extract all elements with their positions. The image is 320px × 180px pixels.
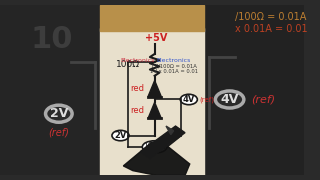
Polygon shape bbox=[166, 126, 174, 135]
Text: 10: 10 bbox=[31, 26, 73, 55]
Ellipse shape bbox=[142, 141, 167, 153]
Text: 1V x 0.01A = 0.01: 1V x 0.01A = 0.01 bbox=[149, 69, 198, 74]
Text: x 0.01A = 0.01: x 0.01A = 0.01 bbox=[235, 24, 308, 34]
Text: +5V: +5V bbox=[145, 33, 168, 42]
Ellipse shape bbox=[180, 94, 197, 105]
Ellipse shape bbox=[215, 91, 244, 108]
Text: 2V: 2V bbox=[50, 107, 68, 120]
Text: 4V: 4V bbox=[220, 93, 239, 106]
Bar bbox=[204, 5, 304, 175]
Text: (ref): (ref) bbox=[252, 94, 276, 104]
Text: Electronics: Electronics bbox=[120, 58, 155, 63]
Text: 100Ω: 100Ω bbox=[116, 60, 140, 69]
Polygon shape bbox=[148, 80, 161, 97]
Bar bbox=[0, 5, 100, 175]
Text: 4V: 4V bbox=[183, 95, 195, 104]
Ellipse shape bbox=[45, 105, 72, 122]
Text: 10mA: 10mA bbox=[144, 142, 166, 151]
Text: /100Ω = 0.01A: /100Ω = 0.01A bbox=[235, 12, 307, 22]
Text: 2V: 2V bbox=[114, 131, 127, 140]
Text: (ref): (ref) bbox=[48, 128, 69, 138]
Text: Electronics: Electronics bbox=[156, 58, 191, 63]
Polygon shape bbox=[140, 126, 185, 158]
Ellipse shape bbox=[112, 130, 129, 141]
Text: red: red bbox=[130, 84, 144, 93]
Bar bbox=[100, 5, 204, 31]
Text: red: red bbox=[130, 106, 144, 115]
Polygon shape bbox=[123, 142, 190, 175]
Text: 1V/100Ω = 0.01A: 1V/100Ω = 0.01A bbox=[151, 63, 196, 68]
Bar bbox=[100, 28, 204, 175]
Text: (ref): (ref) bbox=[199, 96, 214, 103]
Polygon shape bbox=[148, 102, 161, 118]
